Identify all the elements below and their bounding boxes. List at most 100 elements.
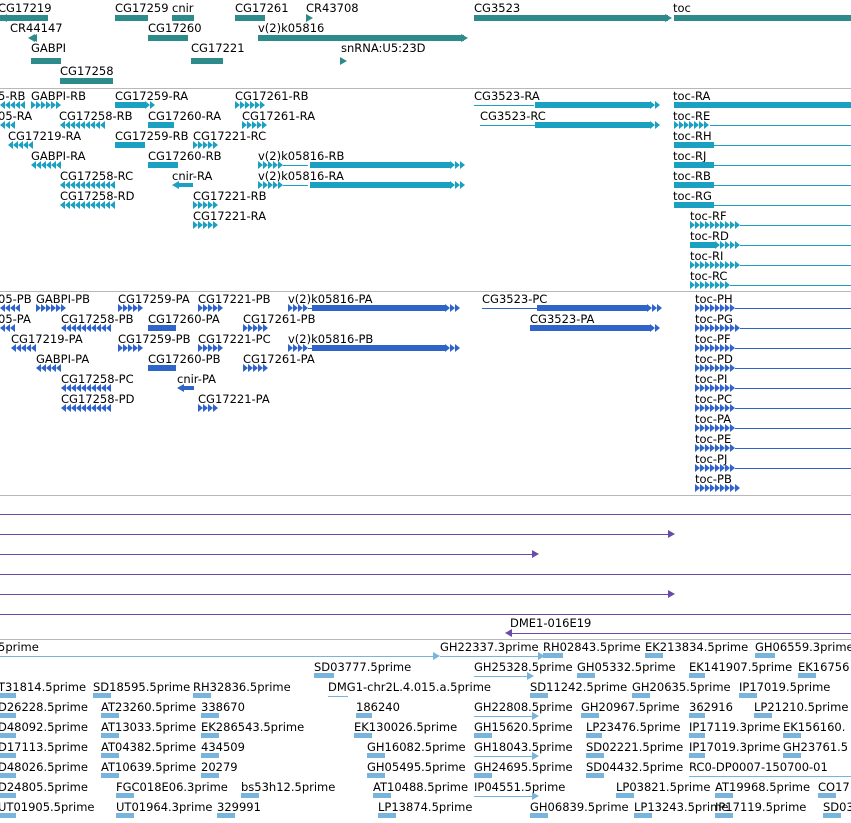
feature-bar[interactable] bbox=[148, 35, 188, 41]
intron-line[interactable] bbox=[740, 265, 851, 266]
exon-chevrons-icon[interactable] bbox=[8, 141, 33, 149]
exon-chevrons-icon[interactable] bbox=[690, 221, 740, 229]
strand-arrow-icon[interactable] bbox=[668, 530, 675, 538]
feature-label[interactable]: 186240 bbox=[356, 700, 400, 714]
feature-label[interactable]: SD03777.5prime bbox=[314, 660, 412, 674]
intron-line[interactable] bbox=[735, 348, 851, 349]
exon-chevrons-icon[interactable] bbox=[60, 201, 115, 209]
strand-arrow-icon[interactable] bbox=[532, 792, 539, 800]
feature-bar[interactable] bbox=[172, 15, 194, 21]
feature-label[interactable]: toc-RF bbox=[690, 209, 727, 223]
feature-bar[interactable] bbox=[350, 182, 450, 188]
feature-label[interactable]: T31814.5prime bbox=[0, 680, 87, 694]
intron-line[interactable] bbox=[0, 594, 672, 595]
strand-arrow-icon[interactable] bbox=[532, 752, 539, 760]
exon-chevrons-icon[interactable] bbox=[695, 304, 735, 312]
feature-label[interactable]: AT19968.5prime bbox=[715, 780, 811, 794]
feature-bar[interactable] bbox=[148, 122, 174, 128]
feature-label[interactable]: AT10639.5prime bbox=[101, 760, 197, 774]
feature-label[interactable]: CG17219-PA bbox=[11, 332, 83, 346]
feature-label[interactable]: AT04382.5prime bbox=[101, 740, 197, 754]
feature-bar[interactable] bbox=[689, 733, 705, 738]
feature-label[interactable]: AT10488.5prime bbox=[373, 780, 469, 794]
feature-bar[interactable] bbox=[310, 182, 350, 188]
strand-arrow-icon[interactable] bbox=[532, 712, 539, 720]
intron-line[interactable] bbox=[710, 125, 851, 126]
feature-label[interactable]: D24805.5prime bbox=[0, 780, 88, 794]
strand-arrow-icon[interactable] bbox=[665, 14, 672, 22]
feature-bar[interactable] bbox=[674, 202, 714, 208]
strand-arrow-icon[interactable] bbox=[461, 34, 468, 42]
intron-line[interactable] bbox=[0, 656, 435, 657]
feature-bar[interactable] bbox=[474, 773, 492, 778]
feature-bar[interactable] bbox=[543, 653, 563, 658]
intron-line[interactable] bbox=[283, 165, 308, 166]
exon-chevrons-icon[interactable] bbox=[445, 344, 460, 352]
feature-label[interactable]: CG17258 bbox=[60, 64, 114, 78]
feature-label[interactable]: GH23761.5 bbox=[783, 740, 849, 754]
feature-label[interactable]: DMG1-chr2L.4.015.a.5prime bbox=[328, 680, 491, 694]
feature-label[interactable]: toc-PA bbox=[695, 412, 732, 426]
feature-label[interactable]: EK16756 bbox=[798, 660, 850, 674]
feature-bar[interactable] bbox=[116, 793, 134, 798]
exon-chevrons-icon[interactable] bbox=[193, 221, 218, 229]
intron-line[interactable] bbox=[0, 534, 672, 535]
exon-chevrons-icon[interactable] bbox=[198, 344, 223, 352]
feature-label[interactable]: 5-RB bbox=[0, 89, 26, 103]
feature-bar[interactable] bbox=[632, 693, 650, 698]
exon-chevrons-icon[interactable] bbox=[715, 241, 740, 249]
feature-label[interactable]: CG17221-RB bbox=[193, 189, 267, 203]
intron-line[interactable] bbox=[735, 388, 851, 389]
feature-bar[interactable] bbox=[179, 183, 193, 187]
feature-label[interactable]: CG17259-RB bbox=[115, 129, 189, 143]
feature-label[interactable]: CG17221-PA bbox=[198, 392, 270, 406]
feature-bar[interactable] bbox=[201, 773, 219, 778]
feature-bar[interactable] bbox=[535, 102, 650, 108]
feature-label[interactable]: CG17219 bbox=[0, 1, 52, 15]
feature-label[interactable]: CG17258-PB bbox=[61, 312, 134, 326]
feature-bar[interactable] bbox=[115, 142, 145, 148]
feature-label[interactable]: SD11242.5prime bbox=[530, 680, 628, 694]
feature-bar[interactable] bbox=[783, 753, 801, 758]
feature-label[interactable]: CG17258-PC bbox=[61, 372, 134, 386]
intron-line[interactable] bbox=[740, 245, 851, 246]
feature-bar[interactable] bbox=[535, 122, 650, 128]
feature-label[interactable]: LP23476.5prime bbox=[586, 720, 681, 734]
feature-label[interactable]: GH24695.5prime bbox=[474, 760, 573, 774]
feature-label[interactable]: toc-RD bbox=[690, 229, 729, 243]
feature-bar[interactable] bbox=[674, 162, 714, 168]
feature-label[interactable]: CG3523 bbox=[474, 1, 521, 15]
feature-bar[interactable] bbox=[101, 733, 119, 738]
strand-arrow-icon[interactable] bbox=[433, 652, 440, 660]
feature-label[interactable]: GH22337.3prime bbox=[440, 640, 539, 654]
exon-chevrons-icon[interactable] bbox=[288, 304, 308, 312]
feature-label[interactable]: GH05332.5prime bbox=[577, 660, 676, 674]
feature-bar[interactable] bbox=[350, 305, 445, 311]
exon-chevrons-icon[interactable] bbox=[61, 324, 111, 332]
feature-bar[interactable] bbox=[60, 78, 113, 84]
feature-bar[interactable] bbox=[148, 162, 178, 168]
feature-bar[interactable] bbox=[689, 673, 705, 678]
feature-bar[interactable] bbox=[690, 242, 715, 248]
feature-label[interactable]: 329991 bbox=[217, 800, 261, 814]
feature-bar[interactable] bbox=[201, 753, 219, 758]
exon-chevrons-icon[interactable] bbox=[242, 121, 267, 129]
exon-chevrons-icon[interactable] bbox=[695, 404, 735, 412]
feature-label[interactable]: 338670 bbox=[201, 700, 245, 714]
feature-label[interactable]: CG3523-RA bbox=[474, 89, 540, 103]
feature-label[interactable]: UT01964.3prime bbox=[116, 800, 213, 814]
feature-bar[interactable] bbox=[586, 733, 602, 738]
exon-chevrons-icon[interactable] bbox=[695, 384, 735, 392]
feature-label[interactable]: toc bbox=[673, 1, 691, 15]
feature-label[interactable]: CG17260-PB bbox=[148, 352, 221, 366]
feature-bar[interactable] bbox=[31, 58, 61, 64]
feature-label[interactable]: toc-RH bbox=[673, 129, 712, 143]
exon-chevrons-icon[interactable] bbox=[695, 484, 740, 492]
exon-chevrons-icon[interactable] bbox=[695, 364, 735, 372]
feature-label[interactable]: GABPI bbox=[31, 41, 66, 55]
feature-label[interactable]: toc-RE bbox=[673, 109, 711, 123]
exon-chevrons-icon[interactable] bbox=[695, 344, 735, 352]
feature-bar[interactable] bbox=[201, 733, 219, 738]
feature-bar[interactable] bbox=[754, 713, 772, 718]
feature-label[interactable]: toc-PJ bbox=[695, 452, 728, 466]
